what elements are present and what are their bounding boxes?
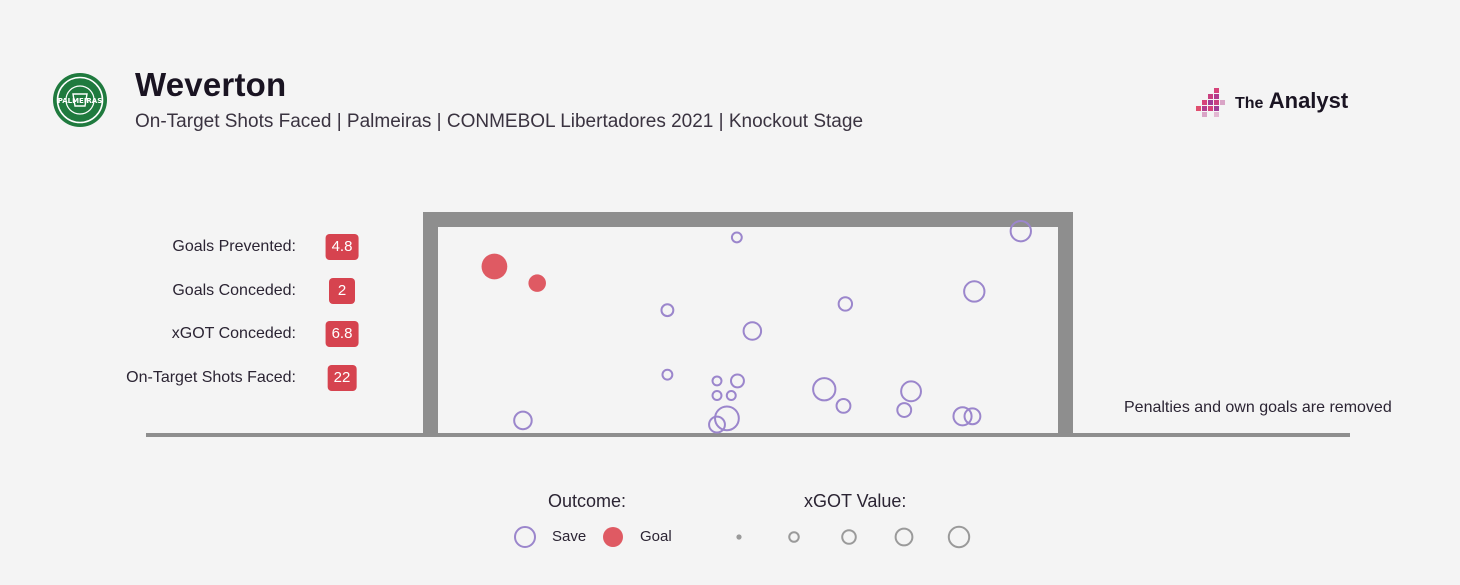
- the-analyst-logo-icon: [1196, 88, 1225, 117]
- legend-save-label: Save: [552, 528, 587, 545]
- save-shot-marker: [896, 402, 913, 418]
- save-shot-marker: [812, 377, 837, 402]
- stat-label: Goals Prevented:: [172, 238, 296, 255]
- shots-layer: [481, 219, 1032, 434]
- stat-label: On-Target Shots Faced:: [126, 369, 296, 386]
- save-shot-marker: [725, 390, 737, 401]
- save-shot-marker: [730, 231, 743, 244]
- stat-row-goals-prevented: Goals Prevented: 4.8: [0, 232, 400, 262]
- stat-value-badge: 4.8: [325, 234, 359, 260]
- xgot-size-legend-marker: [947, 525, 971, 549]
- save-shot-marker: [714, 405, 740, 432]
- goal-shot-marker: [481, 253, 508, 280]
- xgot-size-legend-marker: [894, 527, 914, 547]
- legend-xgot-sizes: [736, 525, 971, 549]
- save-shot-marker: [513, 410, 533, 431]
- page-subtitle: On-Target Shots Faced | Palmeiras | CONM…: [135, 111, 864, 132]
- save-shot-marker: [900, 380, 922, 403]
- xgot-size-legend-marker: [736, 534, 742, 540]
- stat-label: xGOT Conceded:: [171, 325, 296, 342]
- stat-row-on-target-shots: On-Target Shots Faced: 22: [0, 363, 400, 393]
- legend-goal-label: Goal: [640, 528, 672, 545]
- legend-xgot-title: xGOT Value:: [804, 491, 907, 511]
- save-shot-marker: [660, 303, 675, 318]
- save-shot-marker: [708, 415, 726, 434]
- stat-value-badge: 2: [329, 278, 355, 304]
- goal-left-post: [423, 212, 438, 435]
- stat-value-badge: 6.8: [325, 321, 359, 347]
- stat-row-xgot-conceded: xGOT Conceded: 6.8: [0, 319, 400, 349]
- save-shot-marker: [711, 390, 723, 401]
- xgot-size-legend-marker: [788, 531, 800, 543]
- legend-save-marker: [514, 526, 536, 548]
- save-shot-marker: [963, 407, 982, 426]
- goal-right-post: [1058, 212, 1073, 435]
- save-shot-marker: [742, 321, 763, 341]
- save-shot-marker: [730, 373, 745, 389]
- stat-row-goals-conceded: Goals Conceded: 2: [0, 276, 400, 306]
- footnote: Penalties and own goals are removed: [1124, 399, 1392, 416]
- palmeiras-crest-icon: PALMEIRAS: [53, 73, 107, 127]
- save-shot-marker: [1009, 219, 1032, 243]
- save-shot-marker: [952, 406, 973, 427]
- legend-outcome-title: Outcome:: [548, 491, 627, 511]
- xgot-size-legend-marker: [841, 529, 857, 545]
- legend-goal-marker: [603, 527, 623, 547]
- brand-name: Analyst: [1268, 88, 1349, 113]
- page-title: Weverton: [135, 66, 287, 103]
- save-shot-marker: [661, 368, 674, 381]
- stat-label: Goals Conceded:: [172, 282, 296, 299]
- save-shot-marker: [963, 280, 986, 303]
- brand-prefix: The: [1235, 95, 1264, 112]
- goal-shot-marker: [528, 274, 546, 292]
- save-shot-marker: [711, 375, 723, 387]
- stat-value-badge: 22: [327, 365, 357, 391]
- club-logo-text: PALMEIRAS: [58, 97, 103, 105]
- brand-wordmark: The Analyst: [1235, 88, 1348, 114]
- save-shot-marker: [837, 296, 854, 312]
- goal-crossbar: [423, 212, 1073, 227]
- save-shot-marker: [835, 397, 852, 414]
